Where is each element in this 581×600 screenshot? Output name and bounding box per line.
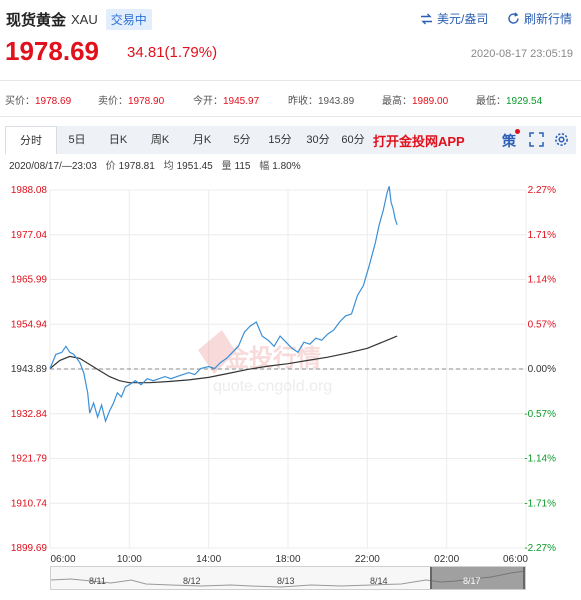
x-tick-label: 06:00 (50, 554, 75, 565)
nav-label: 8/14 (370, 576, 388, 586)
tab-15min[interactable]: 15分 (268, 134, 292, 146)
navigator-window-handle[interactable] (430, 567, 525, 589)
refresh-label: 刷新行情 (524, 12, 573, 26)
y-tick-label-pct: -1.14% (524, 454, 556, 465)
quote-timestamp: 2020-08-17 23:05:19 (470, 48, 573, 60)
x-tick-label: 10:00 (117, 554, 142, 565)
avg-price-line (49, 335, 398, 384)
y-tick-label: 1899.69 (11, 543, 48, 554)
instrument-name: 现货黄金 (6, 11, 67, 29)
x-axis: 06:00 10:00 14:00 18:00 22:00 02:00 06:00 (50, 554, 528, 565)
y-tick-label: 1977.04 (11, 230, 48, 241)
quote-low: 最低：1929.54 (476, 96, 543, 107)
y-tick-label: 1910.74 (11, 498, 48, 509)
price-change: 34.81(1.79%) (127, 44, 218, 61)
y-tick-label-pct: -1.71% (524, 498, 556, 509)
refresh-button[interactable]: 刷新行情 (507, 10, 572, 27)
logo-diamond-icon (198, 330, 236, 374)
tab-monthly-k[interactable]: 月K (192, 134, 212, 146)
info-price: 1978.81 (118, 161, 155, 172)
x-tick-label: 02:00 (434, 554, 459, 565)
settings-icon[interactable] (554, 132, 569, 147)
nav-label: 8/12 (183, 576, 201, 586)
divider (0, 80, 581, 81)
period-tabs: 分时 5日 日K 周K 月K 5分 15分 30分 60分 打开金投网APP 策 (5, 126, 576, 154)
watermark-brand: 金投行情 (224, 344, 321, 372)
info-volume: 115 (234, 161, 251, 172)
x-tick-label: 22:00 (355, 554, 380, 565)
quote-bid: 买价：1978.69 (5, 96, 72, 107)
quote-prev-close: 昨收：1943.89 (288, 96, 355, 107)
refresh-icon (508, 12, 519, 24)
tab-60min[interactable]: 60分 (341, 134, 365, 146)
open-app-link[interactable]: 打开金投网APP (373, 133, 465, 149)
tab-daily-k[interactable]: 日K (108, 134, 128, 146)
y-tick-label-pct: 1.71% (528, 230, 556, 241)
y-tick-label-pct: -2.27% (524, 543, 556, 554)
last-price: 1978.69 (5, 36, 99, 66)
quote-high: 最高：1989.00 (382, 96, 449, 107)
nav-label: 8/13 (277, 576, 295, 586)
y-axis-left: 1988.08 1977.04 1965.99 1954.94 1943.89 1932.… (11, 185, 48, 554)
y-tick-label: 1932.84 (11, 409, 48, 420)
y-tick-label-pct: 0.57% (528, 319, 556, 330)
watermark-url: quote.cngold.org (213, 378, 332, 395)
tab-intraday[interactable]: 分时 (5, 126, 57, 154)
info-avg: 1951.45 (176, 161, 213, 172)
price-line (49, 186, 398, 424)
nav-label: 8/11 (89, 576, 106, 586)
tab-5min[interactable]: 5分 (233, 134, 251, 146)
instrument-code: XAU (71, 11, 98, 27)
nav-label: 8/17 (463, 576, 481, 586)
y-tick-label-pct: -0.57% (524, 409, 556, 420)
notification-dot (515, 129, 520, 134)
y-tick-label: 1988.08 (11, 185, 48, 196)
x-tick-label: 18:00 (275, 554, 300, 565)
divider (0, 116, 581, 117)
info-amplitude: 1.80% (272, 161, 301, 172)
y-tick-label-pct: 2.27% (528, 185, 556, 196)
quote-open: 今开：1945.97 (193, 96, 260, 107)
y-tick-label: 1943.89 (11, 364, 48, 375)
crosshair-info: 2020/08/17/—23:03 价 1978.81 均 1951.45 量 115… (9, 161, 301, 172)
y-tick-label-pct: 0.00% (528, 364, 556, 375)
y-tick-label: 1965.99 (11, 275, 48, 286)
tab-weekly-k[interactable]: 周K (150, 134, 170, 146)
currency-unit-label: 美元/盎司 (437, 12, 489, 26)
time-navigator[interactable]: 8/11 8/12 8/13 8/14 8/17 (50, 566, 526, 590)
watermark: 金投行情 quote.cngold.org (198, 330, 332, 395)
strategy-icon[interactable]: 策 (502, 129, 520, 151)
tab-5day[interactable]: 5日 (68, 134, 86, 146)
currency-unit-button[interactable]: 美元/盎司 (420, 10, 488, 27)
info-time: 2020/08/17/—23:03 (9, 161, 97, 172)
quote-ask: 卖价：1978.90 (98, 96, 165, 107)
instrument-header: 现货黄金 XAU 交易中 (6, 8, 152, 30)
swap-icon (421, 13, 432, 24)
y-axis-right: 2.27% 1.71% 1.14% 0.57% 0.00% -0.57% -1.14% -1.… (524, 185, 556, 554)
y-tick-label: 1954.94 (11, 319, 48, 330)
status-badge: 交易中 (105, 8, 152, 30)
y-tick-label-pct: 1.14% (528, 275, 556, 286)
fullscreen-icon[interactable] (529, 132, 544, 147)
x-tick-label: 06:00 (503, 554, 528, 565)
tab-30min[interactable]: 30分 (306, 134, 330, 146)
y-tick-label: 1921.79 (11, 454, 48, 465)
x-tick-label: 14:00 (196, 554, 221, 565)
